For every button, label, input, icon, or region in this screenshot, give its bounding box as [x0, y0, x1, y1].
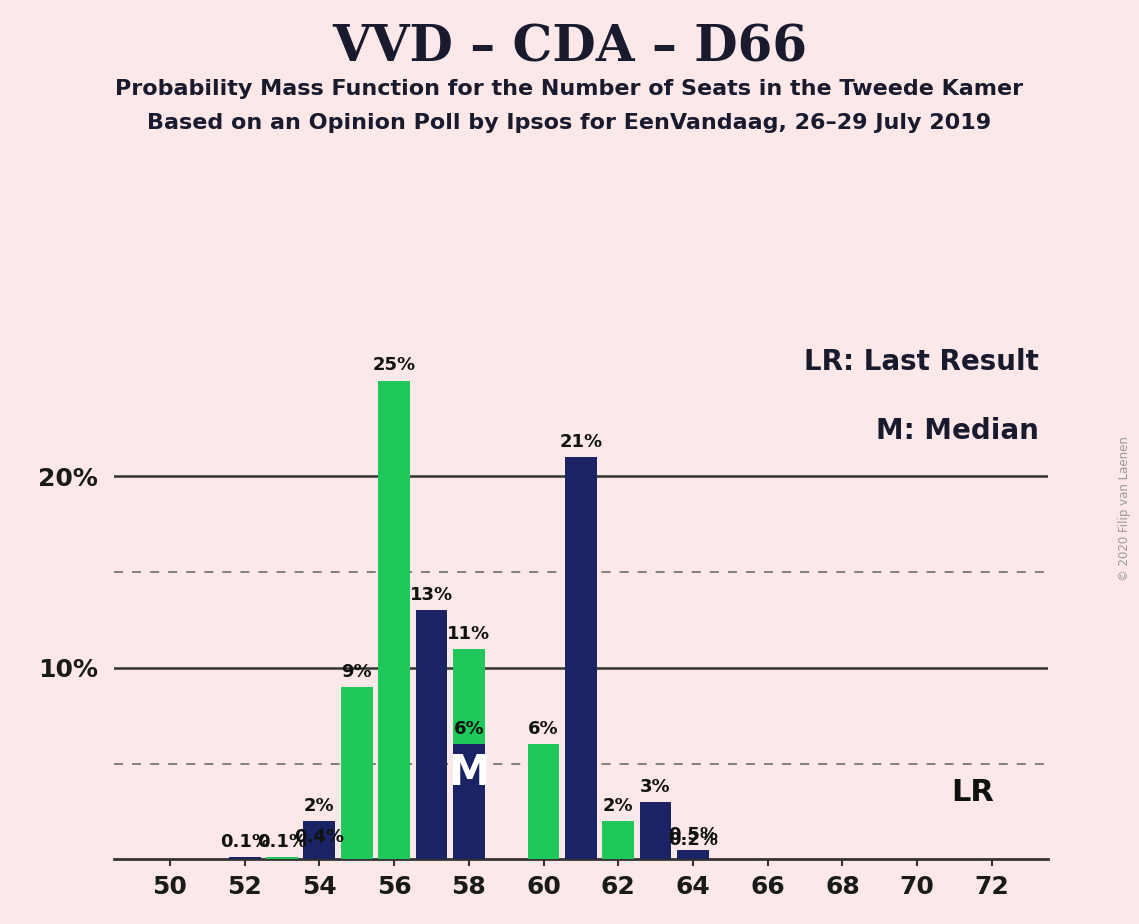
Bar	[603, 821, 634, 859]
Text: 3%: 3%	[640, 778, 671, 796]
Bar	[677, 856, 708, 859]
Text: 0.4%: 0.4%	[294, 828, 344, 845]
Text: 2%: 2%	[304, 796, 335, 815]
Bar	[303, 821, 335, 859]
Bar	[565, 457, 597, 859]
Text: LR: Last Result: LR: Last Result	[804, 348, 1039, 376]
Text: Based on an Opinion Poll by Ipsos for EenVandaag, 26–29 July 2019: Based on an Opinion Poll by Ipsos for Ee…	[147, 113, 992, 133]
Text: 0.2%: 0.2%	[667, 832, 718, 849]
Text: 9%: 9%	[342, 663, 372, 681]
Bar	[677, 850, 708, 859]
Text: 0.5%: 0.5%	[667, 826, 718, 844]
Text: M: Median: M: Median	[876, 417, 1039, 445]
Text: M: M	[448, 752, 490, 794]
Text: LR: LR	[952, 778, 994, 807]
Text: 25%: 25%	[372, 357, 416, 374]
Bar	[453, 649, 485, 859]
Bar	[640, 802, 672, 859]
Bar	[453, 745, 485, 859]
Text: 0.1%: 0.1%	[220, 833, 270, 851]
Text: 11%: 11%	[448, 625, 491, 642]
Text: 6%: 6%	[453, 721, 484, 738]
Text: © 2020 Filip van Laenen: © 2020 Filip van Laenen	[1118, 436, 1131, 580]
Bar	[303, 852, 335, 859]
Text: Probability Mass Function for the Number of Seats in the Tweede Kamer: Probability Mass Function for the Number…	[115, 79, 1024, 99]
Bar	[527, 745, 559, 859]
Bar	[416, 611, 448, 859]
Text: 13%: 13%	[410, 586, 453, 604]
Text: 6%: 6%	[528, 721, 559, 738]
Bar	[341, 687, 372, 859]
Text: VVD – CDA – D66: VVD – CDA – D66	[331, 23, 808, 72]
Text: 21%: 21%	[559, 433, 603, 451]
Bar	[378, 381, 410, 859]
Text: 0.1%: 0.1%	[257, 833, 308, 851]
Bar	[267, 857, 298, 859]
Bar	[229, 857, 261, 859]
Text: 2%: 2%	[603, 796, 633, 815]
